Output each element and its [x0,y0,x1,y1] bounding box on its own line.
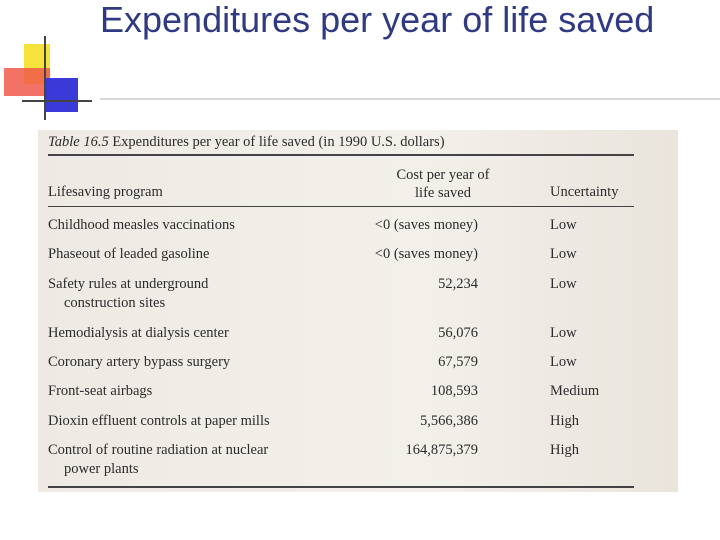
cell-uncertainty: Low [550,354,577,370]
cell-cost: 52,234 [438,276,478,292]
header-uncertainty: Uncertainty [550,184,619,200]
table-top-rule [48,154,634,156]
cell-uncertainty: Medium [550,383,600,399]
header-rule [48,206,634,207]
cell-cost: 164,875,379 [405,442,479,458]
logo-vertical-line [44,36,46,120]
cell-program: Dioxin effluent controls at paper mills [48,412,368,431]
table-caption: Table 16.5 Expenditures per year of life… [48,134,445,151]
cell-program-text: Phaseout of leaded gasoline [48,246,210,262]
cell-uncertainty: Low [550,217,577,233]
cell-program: Hemodialysis at dialysis center [48,324,368,343]
cell-program: Phaseout of leaded gasoline [48,245,368,264]
slide-logo-decoration [0,0,100,120]
logo-horizontal-line [22,100,92,102]
slide-title: Expenditures per year of life saved [100,0,655,40]
header-cost-line1: Cost per year of [396,167,490,183]
table-caption-label: Table 16.5 [48,134,109,150]
logo-blue-square [44,78,78,112]
header-cost: Cost per year of life saved [368,166,518,202]
cell-program-text: Control of routine radiation at nuclear [48,442,269,458]
cell-program-continuation: power plants [64,461,139,477]
cell-cost: 108,593 [430,383,478,399]
logo-red-square [4,68,50,96]
cell-program-text: Dioxin effluent controls at paper mills [48,413,270,429]
cell-program: Safety rules at underground construction … [48,275,368,313]
cell-cost: 56,076 [438,325,478,341]
cell-program-text: Coronary artery bypass surgery [48,354,231,370]
cell-uncertainty: Low [550,276,577,292]
cell-uncertainty: Low [550,325,577,341]
cell-cost: 67,579 [438,354,478,370]
table-caption-text: Expenditures per year of life saved (in … [112,134,445,150]
cell-program-text: Safety rules at underground [48,276,209,292]
cell-uncertainty: High [550,442,579,458]
cell-uncertainty: Low [550,246,577,262]
cell-program: Childhood measles vaccinations [48,216,368,235]
header-program: Lifesaving program [48,184,163,200]
cell-cost: <0 (saves money) [374,246,478,262]
cell-program-continuation: construction sites [64,295,166,311]
scanned-table-image: Table 16.5 Expenditures per year of life… [38,130,678,492]
cell-program-text: Front-seat airbags [48,383,153,399]
cell-program: Coronary artery bypass surgery [48,353,368,372]
cell-program: Front-seat airbags [48,382,368,401]
cell-program: Control of routine radiation at nuclear p… [48,441,368,479]
cell-program-text: Hemodialysis at dialysis center [48,325,229,341]
header-cost-line2: life saved [415,185,471,201]
cell-cost: 5,566,386 [420,413,478,429]
cell-cost: <0 (saves money) [374,217,478,233]
table-bottom-rule [48,486,634,488]
title-divider [100,98,720,100]
cell-program-text: Childhood measles vaccinations [48,217,235,233]
cell-uncertainty: High [550,413,579,429]
